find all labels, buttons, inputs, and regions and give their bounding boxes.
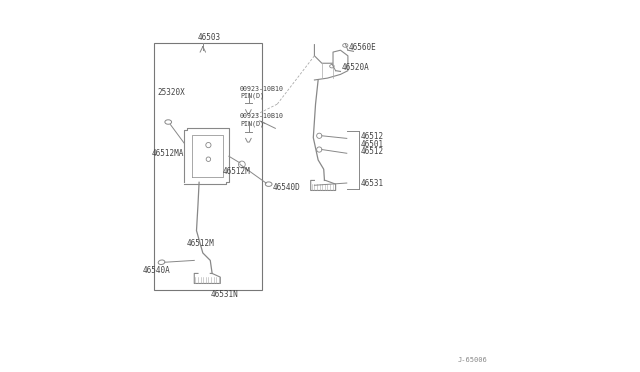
Text: 46531N: 46531N — [211, 290, 238, 299]
Text: 00923-10B10: 00923-10B10 — [240, 86, 284, 92]
Text: 46512M: 46512M — [187, 239, 214, 248]
Text: 25320X: 25320X — [157, 88, 185, 97]
Text: 46560E: 46560E — [349, 43, 377, 52]
Text: PIN(D): PIN(D) — [240, 93, 264, 99]
Text: 46520A: 46520A — [342, 63, 369, 72]
Text: 46503: 46503 — [198, 33, 221, 42]
Text: 46512M: 46512M — [223, 167, 250, 176]
Text: 46531: 46531 — [360, 179, 383, 187]
Bar — [154, 43, 262, 290]
Text: 46540A: 46540A — [142, 266, 170, 275]
Text: 46512MA: 46512MA — [152, 149, 184, 158]
Text: 46540D: 46540D — [273, 183, 300, 192]
Text: 00923-10B10: 00923-10B10 — [240, 113, 284, 119]
Text: PIN(D): PIN(D) — [240, 120, 264, 127]
Text: 46512: 46512 — [360, 147, 383, 156]
Text: 46501: 46501 — [360, 140, 383, 149]
Text: J-65006: J-65006 — [458, 357, 488, 363]
Text: 46512: 46512 — [360, 132, 383, 141]
